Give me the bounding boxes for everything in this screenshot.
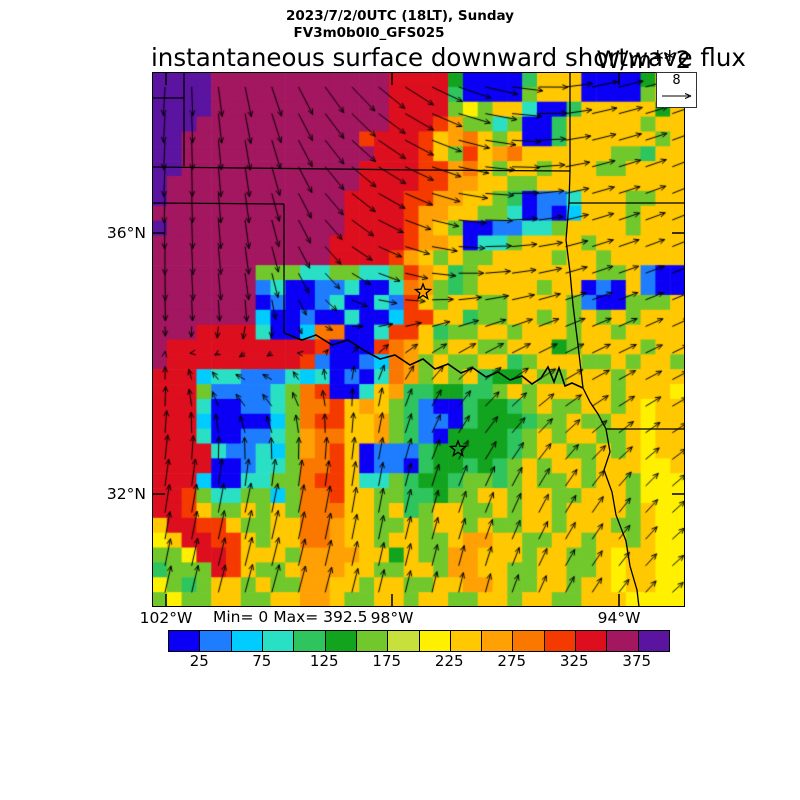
colorbar-tick-label: 125 — [309, 652, 339, 670]
colorbar-segment — [576, 631, 608, 651]
colorbar-segment — [262, 631, 295, 651]
colorbar-tick-label: 275 — [497, 652, 527, 670]
colorbar-segment — [638, 631, 669, 651]
wind-reference-arrow-icon — [662, 93, 692, 99]
map-overlay — [152, 72, 685, 607]
colorbar-segment — [607, 631, 639, 651]
colorbar-tick-label: 225 — [434, 652, 464, 670]
lon-tick-label: 94°W — [597, 609, 641, 627]
colorbar-segment — [388, 631, 420, 651]
wind-reference-box: 8 — [656, 72, 697, 108]
colorbar-segment — [169, 631, 201, 651]
units-label: W/m**2 — [596, 46, 691, 74]
colorbar-tick-label: 325 — [559, 652, 589, 670]
river-line — [283, 332, 584, 389]
colorbar-tick-label: 375 — [622, 652, 652, 670]
colorbar — [168, 630, 670, 652]
colorbar-segment — [200, 631, 232, 651]
colorbar-tick-label: 25 — [189, 652, 209, 670]
lat-tick-label: 32°N — [106, 485, 146, 503]
flux-field-canvas — [152, 72, 685, 607]
city-star-marker — [448, 439, 468, 457]
lon-tick-label: 98°W — [370, 609, 414, 627]
colorbar-segment — [419, 631, 451, 651]
lon-tick-label: 102°W — [139, 609, 193, 627]
colorbar-segment — [356, 631, 389, 651]
minmax-label: Min= 0 Max= 392.5 — [213, 608, 368, 626]
colorbar-segment — [544, 631, 577, 651]
colorbar-segment — [513, 631, 545, 651]
state-border-line — [603, 428, 640, 607]
colorbar-tick-label: 75 — [252, 652, 272, 670]
state-border-line — [582, 387, 607, 430]
wind-reference-value: 8 — [672, 73, 681, 88]
title-model: FV3m0b0I0_GFS025 — [293, 25, 445, 41]
colorbar-segment — [325, 631, 357, 651]
colorbar-segment — [482, 631, 514, 651]
map-area — [152, 72, 685, 607]
page-title: instantaneous surface downward shortwave… — [151, 43, 746, 72]
state-border-line — [565, 202, 584, 389]
colorbar-segment — [231, 631, 263, 651]
colorbar-segment — [294, 631, 326, 651]
lat-tick-label: 36°N — [106, 224, 146, 242]
title-datetime: 2023/7/2/0UTC (18LT), Sunday — [286, 8, 514, 24]
state-border-line — [152, 166, 571, 172]
city-star-marker — [413, 282, 433, 300]
colorbar-tick-labels: 25 75 125 175 225 275 325 375 — [168, 652, 668, 672]
state-border-line — [152, 202, 285, 205]
colorbar-tick-label: 175 — [372, 652, 402, 670]
state-border-line — [568, 170, 685, 204]
colorbar-segment — [450, 631, 483, 651]
